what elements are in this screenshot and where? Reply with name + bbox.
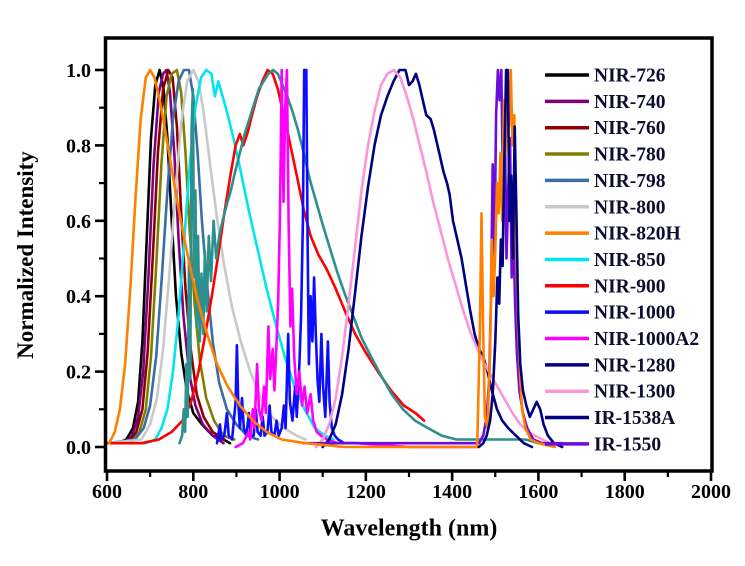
y-tick-label: 0.2 [66,362,91,384]
series-curve-NIR-1300 [314,68,551,449]
legend-label-IR-1538A: IR-1538A [594,408,675,429]
legend-label-NIR-760: NIR-760 [594,118,666,139]
legend-label-NIR-740: NIR-740 [594,92,666,113]
legend-label-NIR-1000A2: NIR-1000A2 [594,329,699,350]
legend-label-NIR-900: NIR-900 [594,276,666,297]
y-tick-label: 0.0 [66,437,91,459]
y-tick-label: 0.4 [66,286,91,308]
series-curve-NIR-740 [105,68,225,445]
series-curve-IR-1538A [477,68,564,449]
x-tick-label: 1200 [346,481,386,503]
x-tick-label: 1800 [605,481,645,503]
legend-label-NIR-726: NIR-726 [594,66,666,87]
legend-label-NIR-1000: NIR-1000 [594,303,675,324]
x-tick-label: 2000 [691,481,731,503]
legend-label-NIR-1280: NIR-1280 [594,355,675,376]
series-curve-NIR-780 [105,68,236,445]
series-curve-NIR-798 [105,68,260,445]
x-tick-label: 600 [92,481,122,503]
legend-label-NIR-780: NIR-780 [594,145,666,166]
series-curve-NIR-900 [105,68,426,445]
series-curve-NIR-1000 [215,68,359,445]
x-tick-label: 1400 [432,481,472,503]
y-tick-label: 1.0 [66,60,91,82]
x-axis-title: Wavelength (nm) [320,515,498,542]
legend-label-NIR-820H: NIR-820H [594,224,681,245]
legend-label-NIR-1300: NIR-1300 [594,382,675,403]
y-axis-title: Normalized Intensity [13,151,38,359]
series-curve-IR-1550 [301,68,564,445]
y-tick-label: 0.6 [66,211,91,233]
series-curve-unlabeled [178,68,548,445]
y-tick-label: 0.8 [66,135,91,157]
legend-label-IR-1550: IR-1550 [594,434,661,455]
x-tick-label: 1600 [518,481,558,503]
x-tick-label: 800 [178,481,208,503]
series-curve-NIR-1000A2 [234,68,478,449]
legend-label-NIR-798: NIR-798 [594,171,666,192]
series-curve-NIR-820H [107,68,557,449]
x-tick-label: 1000 [260,481,300,503]
legend-label-NIR-850: NIR-850 [594,250,666,271]
legend-label-NIR-800: NIR-800 [594,197,666,218]
